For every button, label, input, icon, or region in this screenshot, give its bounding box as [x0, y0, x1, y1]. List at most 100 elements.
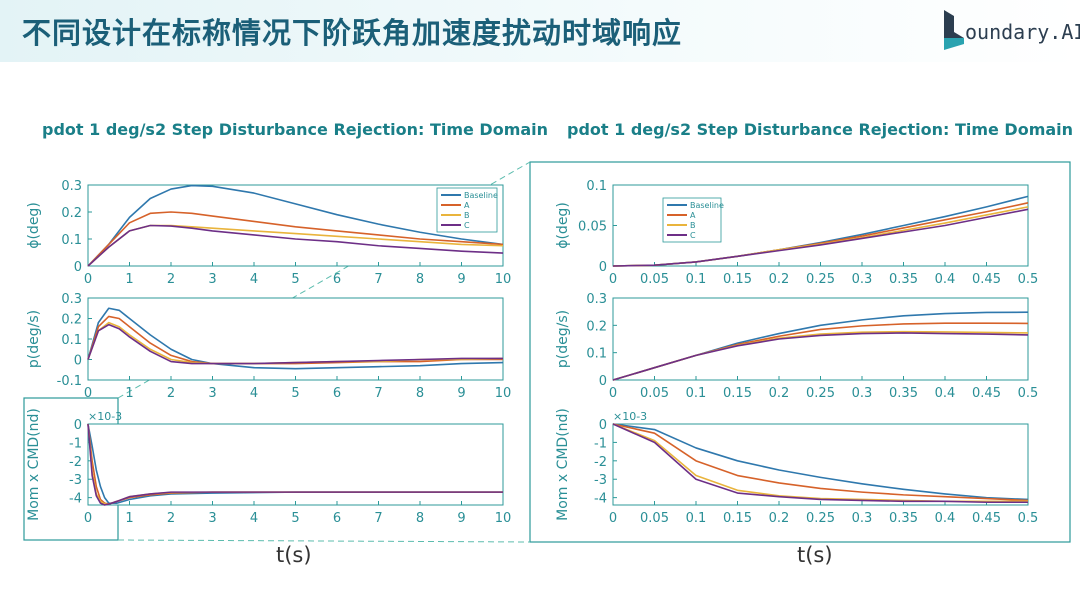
x-tick-label: 0.25 [806, 511, 835, 526]
x-tick-label: 0.4 [935, 511, 956, 526]
right-x-label: t(s) [797, 543, 833, 567]
legend-label: C [464, 221, 470, 230]
x-tick-label: 1 [125, 386, 133, 401]
y-tick-label: 0.2 [586, 319, 607, 334]
x-tick-label: 0.4 [935, 272, 956, 287]
x-tick-label: 3 [208, 511, 216, 526]
x-tick-label: 3 [208, 272, 216, 287]
y-tick-label: -2 [69, 455, 82, 470]
y-tick-label: -1 [69, 436, 82, 451]
x-tick-label: 0.1 [686, 386, 707, 401]
series-line-baseline [87, 307, 504, 370]
legend-label: C [690, 231, 696, 240]
left-chart-title: pdot 1 deg/s2 Step Disturbance Rejection… [42, 120, 549, 139]
y-tick-label: -2 [594, 455, 607, 470]
series-line-c [87, 224, 504, 267]
y-tick-label: 0 [599, 374, 607, 389]
x-tick-label: 6 [333, 272, 341, 287]
x-tick-label: 8 [416, 272, 424, 287]
x-tick-label: 0 [84, 272, 92, 287]
x-tick-label: 0.5 [1018, 272, 1039, 287]
y-tick-label: 0.2 [61, 206, 82, 221]
x-tick-label: 9 [457, 511, 465, 526]
x-tick-label: 0.35 [889, 272, 918, 287]
series-line-c [612, 332, 1029, 381]
y-tick-label: -1 [594, 436, 607, 451]
x-tick-label: 2 [167, 386, 175, 401]
x-tick-label: 0.1 [686, 272, 707, 287]
x-tick-label: 0.4 [935, 386, 956, 401]
x-tick-label: 10 [495, 272, 512, 287]
y-tick-label: 0 [74, 418, 82, 433]
y-tick-label: 0.3 [61, 179, 82, 194]
x-tick-label: 0.25 [806, 386, 835, 401]
x-tick-label: 2 [167, 511, 175, 526]
logo-text: oundary.AI [965, 20, 1080, 44]
y-tick-label: 0.3 [586, 292, 607, 307]
zoomed-panel-box [529, 161, 1071, 543]
legend-label: B [690, 221, 696, 230]
x-tick-label: 0.45 [972, 272, 1001, 287]
series-line-c [87, 323, 503, 365]
y-tick-label: 0 [74, 260, 82, 275]
y-tick-label: 0.2 [61, 313, 82, 328]
y-tick-label: 0 [74, 354, 82, 369]
x-tick-label: 0.1 [686, 511, 707, 526]
y-tick-label: 0.1 [586, 179, 607, 194]
x-tick-label: 9 [457, 272, 465, 287]
legend-label: B [464, 211, 470, 220]
y-axis-label: Mom x CMD(nd) [555, 408, 571, 521]
x-tick-label: 10 [495, 511, 512, 526]
x-tick-label: 5 [291, 272, 299, 287]
series-line-baseline [87, 423, 503, 504]
series-line-c [612, 208, 1029, 267]
series-line-a [87, 211, 504, 267]
x-tick-label: 8 [416, 511, 424, 526]
y-tick-label: 0.1 [61, 233, 82, 248]
x-tick-label: 0 [609, 511, 617, 526]
zoom-connector-line [117, 539, 531, 543]
x-tick-label: 6 [333, 386, 341, 401]
x-tick-label: 0.05 [640, 511, 669, 526]
x-tick-label: 0.35 [889, 511, 918, 526]
x-tick-label: 0.45 [972, 386, 1001, 401]
legend-label: Baseline [464, 191, 498, 200]
x-tick-label: 7 [374, 272, 382, 287]
y-tick-label: 0.1 [61, 333, 82, 348]
slide-title: 不同设计在标称情况下阶跃角加速度扰动时域响应 [22, 16, 683, 50]
x-tick-label: 9 [457, 386, 465, 401]
y-axis-label: p(deg/s) [26, 310, 42, 368]
plot-axes [87, 297, 504, 381]
x-tick-label: 0.15 [723, 272, 752, 287]
title-bar [0, 0, 1080, 62]
y-tick-label: -3 [594, 473, 607, 488]
x-tick-label: 0.05 [640, 272, 669, 287]
x-tick-label: 0 [84, 386, 92, 401]
plot-axes [612, 423, 1029, 506]
axis-scale-label: ×10-3 [88, 410, 122, 423]
x-tick-label: 0 [609, 386, 617, 401]
x-tick-label: 0.5 [1018, 386, 1039, 401]
plot-axes [612, 297, 1029, 381]
y-axis-label: p(deg/s) [555, 310, 571, 368]
x-tick-label: 7 [374, 386, 382, 401]
y-tick-label: -3 [69, 473, 82, 488]
x-tick-label: 0.15 [723, 386, 752, 401]
x-tick-label: 0.5 [1018, 511, 1039, 526]
x-tick-label: 0 [609, 272, 617, 287]
y-axis-label: Mom x CMD(nd) [26, 408, 42, 521]
y-tick-label: 0.1 [586, 347, 607, 362]
y-tick-label: 0.3 [61, 292, 82, 307]
left-x-label: t(s) [276, 543, 312, 567]
x-tick-label: 4 [250, 511, 258, 526]
x-tick-label: 4 [250, 272, 258, 287]
x-tick-label: 7 [374, 511, 382, 526]
x-tick-label: 5 [291, 511, 299, 526]
x-tick-label: 0.3 [852, 272, 873, 287]
y-tick-label: 0.05 [578, 220, 607, 235]
x-tick-label: 1 [125, 511, 133, 526]
x-tick-label: 3 [208, 386, 216, 401]
y-tick-label: 0 [599, 418, 607, 433]
right-chart-title: pdot 1 deg/s2 Step Disturbance Rejection… [567, 120, 1074, 139]
x-tick-label: 4 [250, 386, 258, 401]
